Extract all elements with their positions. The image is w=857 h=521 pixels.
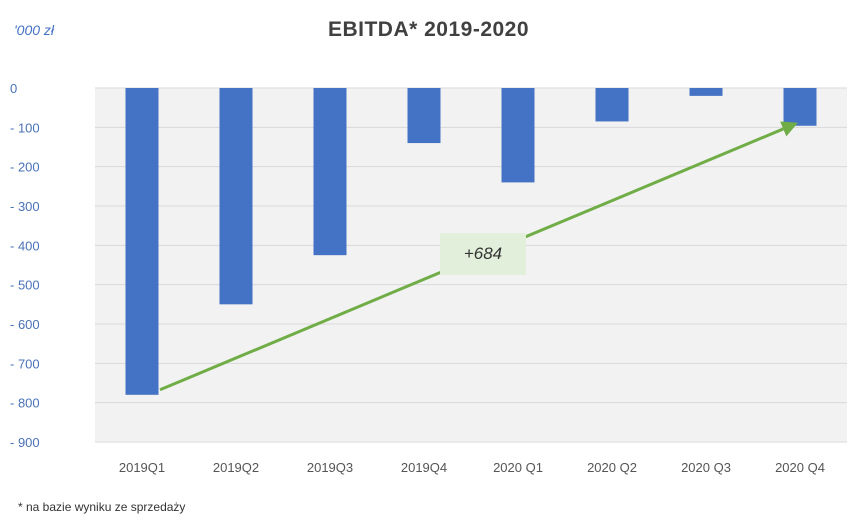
y-tick-label: 0 <box>10 81 17 96</box>
footnote: * na bazie wyniku ze sprzedaży <box>18 500 186 514</box>
annotation-label: +684 <box>463 244 503 263</box>
y-tick-label: - 700 <box>10 356 40 371</box>
x-tick-label: 2019Q2 <box>213 460 259 475</box>
bar <box>407 88 441 144</box>
y-tick-label: - 400 <box>10 238 40 253</box>
x-tick-label: 2019Q4 <box>401 460 447 475</box>
bar <box>501 88 535 183</box>
bar <box>219 88 253 305</box>
bar <box>595 88 629 122</box>
unit-label: '000 zł <box>14 22 55 38</box>
x-tick-label: 2020 Q1 <box>493 460 543 475</box>
y-tick-label: - 100 <box>10 120 40 135</box>
x-tick-label: 2019Q3 <box>307 460 353 475</box>
y-axis: 0 - 100 - 200 - 300 - 400 - 500 - 600 - 700 - 80… <box>10 81 40 450</box>
bars <box>125 88 817 395</box>
chart-title: EBITDA* 2019-2020 <box>327 18 530 41</box>
y-tick-label: - 600 <box>10 317 40 332</box>
annotation-box: +684 <box>440 233 526 275</box>
x-tick-label: 2020 Q4 <box>775 460 825 475</box>
x-tick-label: 2020 Q3 <box>681 460 731 475</box>
bar <box>313 88 347 256</box>
x-tick-label: 2019Q1 <box>119 460 165 475</box>
x-axis: 2019Q1 2019Q2 2019Q3 2019Q4 2020 Q1 2020 Q2 20… <box>119 460 825 475</box>
y-tick-label: - 900 <box>10 435 40 450</box>
y-tick-label: - 300 <box>10 199 40 214</box>
x-tick-label: 2020 Q2 <box>587 460 637 475</box>
y-tick-label: - 800 <box>10 396 40 411</box>
trend-arrow-head <box>780 121 798 137</box>
bar <box>783 88 817 126</box>
bar <box>125 88 159 395</box>
bar <box>689 88 723 96</box>
y-tick-label: - 500 <box>10 278 40 293</box>
y-tick-label: - 200 <box>10 160 40 175</box>
